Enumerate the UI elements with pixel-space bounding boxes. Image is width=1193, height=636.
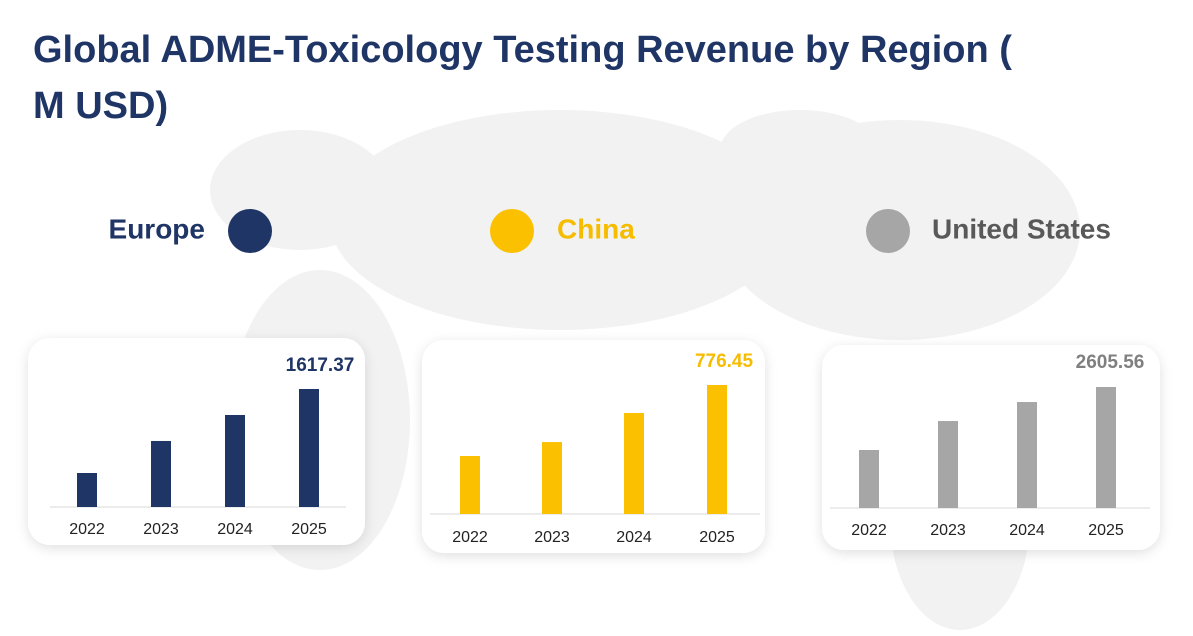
x-tick-label: 2025: [1088, 522, 1124, 539]
bar: [707, 385, 727, 514]
value-label: 1617.37: [286, 355, 355, 376]
x-tick-label: 2025: [699, 529, 735, 546]
bar: [77, 473, 97, 507]
bar: [859, 449, 879, 508]
bar: [1017, 402, 1037, 508]
legend-label: China: [557, 213, 635, 244]
legend-label: United States: [932, 213, 1111, 244]
bar: [460, 456, 480, 514]
x-tick-label: 2023: [143, 521, 179, 538]
legend-marker: [490, 209, 534, 253]
legend-marker: [228, 209, 272, 253]
bar: [151, 440, 171, 507]
chart-card: [822, 345, 1160, 550]
chart-card: [28, 338, 365, 545]
value-label: 2605.56: [1076, 352, 1145, 373]
legend-label: Europe: [109, 213, 205, 244]
legend-marker: [866, 209, 910, 253]
x-tick-label: 2024: [1009, 522, 1045, 539]
bar: [225, 415, 245, 507]
bar: [938, 421, 958, 508]
x-tick-label: 2024: [616, 529, 652, 546]
x-tick-label: 2022: [452, 529, 488, 546]
title: Global ADME-Toxicology Testing Revenue b…: [33, 29, 1012, 127]
value-label: 776.45: [695, 351, 754, 372]
bar: [542, 442, 562, 514]
bar: [299, 389, 319, 507]
x-tick-label: 2024: [217, 521, 253, 538]
x-tick-label: 2023: [930, 522, 966, 539]
x-tick-label: 2023: [534, 529, 570, 546]
x-tick-label: 2025: [291, 521, 327, 538]
bar: [1096, 387, 1116, 508]
x-tick-label: 2022: [851, 522, 887, 539]
x-tick-label: 2022: [69, 521, 105, 538]
bar: [624, 412, 644, 514]
chart-card: [422, 340, 765, 553]
